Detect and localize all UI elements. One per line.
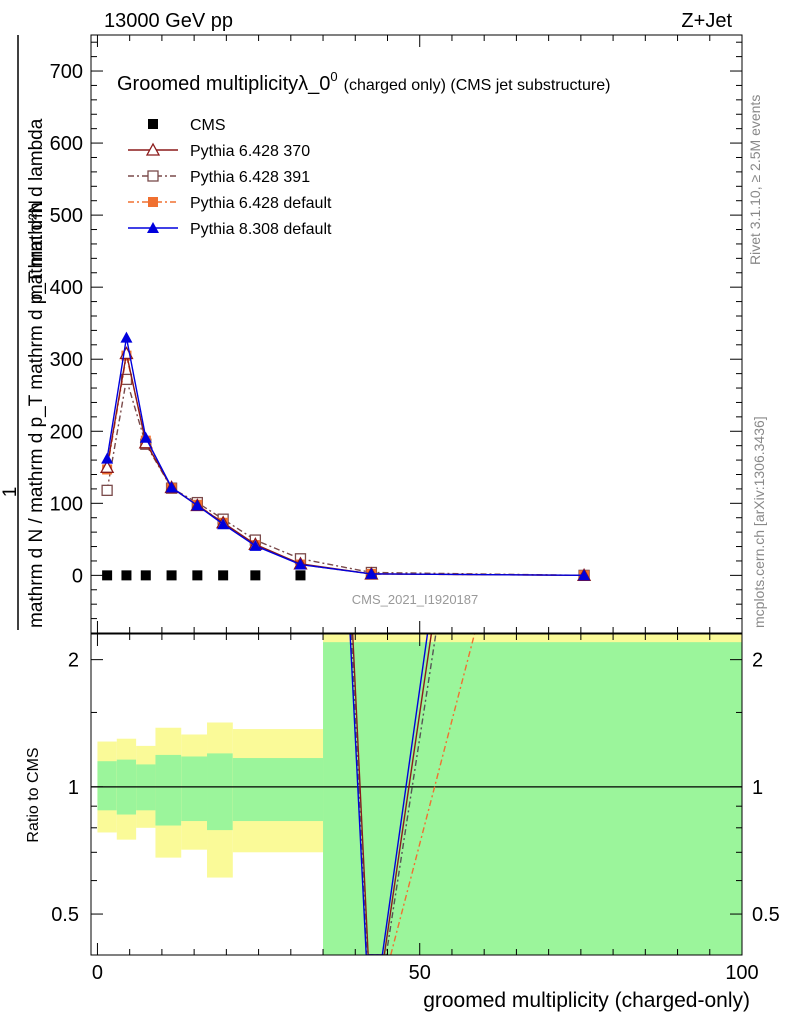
ratio-tick-label: 1 (68, 777, 79, 799)
watermark: CMS_2021_I1920187 (352, 592, 479, 607)
series-pythia-6-428-391 (101, 373, 590, 582)
ratio-line (390, 634, 476, 955)
data-point (249, 539, 262, 551)
data-point (166, 570, 177, 581)
y-tick-label: 300 (50, 349, 83, 371)
ratio-ylabel: Ratio to CMS (25, 747, 42, 842)
series-line (106, 379, 585, 577)
y-tick-label: 400 (50, 277, 83, 299)
data-point (218, 570, 229, 581)
header-left: 13000 GeV pp (104, 10, 233, 32)
data-point (100, 459, 115, 473)
x-tick-label: 0 (92, 962, 103, 984)
data-point (295, 570, 306, 581)
title-sup: 0 (330, 69, 337, 84)
data-point (294, 558, 307, 570)
data-point (139, 431, 152, 443)
top-frame (90, 34, 743, 634)
header-right: Z+Jet (681, 10, 732, 32)
series-line (106, 353, 585, 577)
y-tick-label: 100 (50, 493, 83, 515)
ylabel-denominator: mathrm d N / mathrm d p_T mathrm d p_T m… (26, 118, 47, 628)
stat-band (232, 758, 324, 822)
data-point (121, 570, 132, 581)
series-pythia-6-428-370 (100, 346, 592, 582)
data-point (250, 570, 261, 581)
data-point (365, 567, 378, 579)
x-tick-label: 100 (725, 962, 758, 984)
legend-marker (145, 142, 161, 156)
ratio-lines (91, 634, 742, 955)
xaxis-label: groomed multiplicity (charged-only) (423, 989, 750, 1012)
legend-label: Pythia 6.428 default (190, 195, 332, 212)
data-point (192, 570, 203, 581)
data-point (578, 569, 591, 581)
ratio-line (349, 634, 429, 955)
ratio-tick-label-right: 1 (752, 777, 763, 799)
bottom-axes: 0 50 100 0.5 0.5 1 1 2 2 (51, 633, 780, 984)
svg-text:Groomed multiplicityλ_00(charg: Groomed multiplicityλ_00 (charged only) (… (117, 69, 610, 95)
legend-marker (148, 197, 158, 207)
series-line (106, 355, 585, 577)
top-axes: 0 100 200 300 400 500 600 700 (50, 34, 743, 634)
legend-marker (147, 170, 159, 182)
data-point (120, 331, 133, 343)
ratio-bands (97, 634, 742, 955)
ratio-line (351, 634, 433, 955)
ratio-tick-label: 0.5 (51, 904, 79, 926)
y-tick-label: 500 (50, 205, 83, 227)
ratio-tick-label-right: 0.5 (752, 904, 780, 926)
x-tick-label: 50 (409, 962, 431, 984)
y-tick-label: 600 (50, 133, 83, 155)
ratio-tick-label-right: 2 (752, 650, 763, 672)
title-sub: (charged only) (CMS jet substructure) (344, 77, 611, 94)
top-series-group (100, 331, 592, 582)
ylabel-one: 1 (0, 487, 21, 498)
legend-label: Pythia 6.428 370 (190, 143, 310, 160)
ylabel-numerator: mathrm d²N (26, 200, 47, 300)
legend-label: CMS (190, 117, 226, 134)
stat-band (97, 761, 117, 811)
legend-label: Pythia 6.428 391 (190, 169, 310, 186)
data-point (102, 570, 113, 581)
y-tick-label: 200 (50, 421, 83, 443)
rivet-label: Rivet 3.1.10, ≥ 2.5M events (747, 95, 763, 265)
series-pythia-8-308-default (101, 331, 591, 581)
data-point (101, 452, 114, 464)
title-main: Groomed multiplicityλ_0 (117, 73, 330, 95)
stat-band (323, 642, 742, 955)
legend-marker (147, 222, 159, 233)
stat-band (181, 756, 208, 822)
series-cms (102, 570, 306, 581)
y-tick-label: 0 (72, 565, 83, 587)
ratio-tick-label: 2 (68, 650, 79, 672)
series-pythia-6-428-default (102, 350, 590, 581)
data-point (101, 484, 113, 496)
bottom-frame (90, 633, 743, 956)
stat-band (207, 753, 233, 831)
data-point (217, 518, 230, 530)
mcplots-label: mcplots.cern.ch [arXiv:1306.3436] (751, 416, 767, 628)
series-line (106, 337, 585, 577)
data-point (191, 499, 204, 511)
data-point (165, 481, 178, 493)
top-ylabel: mathrm d²N 1 mathrm d N / mathrm d p_T m… (0, 35, 47, 630)
legend-marker (148, 119, 158, 129)
stat-band (155, 754, 182, 826)
data-point (140, 570, 151, 581)
legend-label: Pythia 8.308 default (190, 221, 332, 238)
legend: CMS Pythia 6.428 370 Pythia 6.428 391 Pythi… (128, 117, 332, 238)
y-tick-label: 700 (50, 61, 83, 83)
plot-title: Groomed multiplicityλ_00 (charged only) (… (117, 69, 610, 95)
